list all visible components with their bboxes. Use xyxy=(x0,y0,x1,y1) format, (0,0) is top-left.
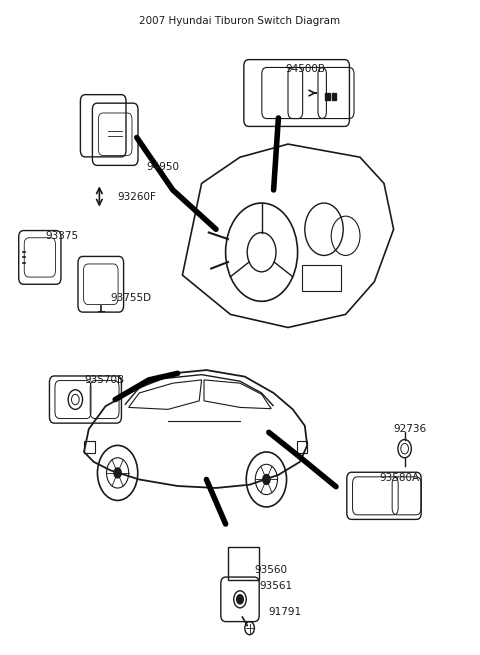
Text: 92736: 92736 xyxy=(394,424,427,434)
Circle shape xyxy=(263,474,270,485)
Text: 93560: 93560 xyxy=(254,565,288,575)
Circle shape xyxy=(237,595,243,604)
Text: 93580A: 93580A xyxy=(379,473,420,483)
Bar xyxy=(297,441,307,453)
Circle shape xyxy=(114,468,121,478)
Bar xyxy=(84,441,95,453)
Text: 93755D: 93755D xyxy=(110,293,152,303)
Bar xyxy=(302,265,341,291)
Text: 91791: 91791 xyxy=(269,607,302,618)
Bar xyxy=(325,93,330,100)
Bar xyxy=(228,547,259,580)
Bar xyxy=(332,93,336,100)
Text: 93570B: 93570B xyxy=(84,375,124,385)
Text: 94950: 94950 xyxy=(146,162,180,172)
Text: 93260F: 93260F xyxy=(118,191,156,202)
Text: 94500B: 94500B xyxy=(286,64,325,74)
Text: 93561: 93561 xyxy=(259,581,292,591)
Text: 93375: 93375 xyxy=(46,231,79,241)
Text: 2007 Hyundai Tiburon Switch Diagram: 2007 Hyundai Tiburon Switch Diagram xyxy=(139,16,341,26)
